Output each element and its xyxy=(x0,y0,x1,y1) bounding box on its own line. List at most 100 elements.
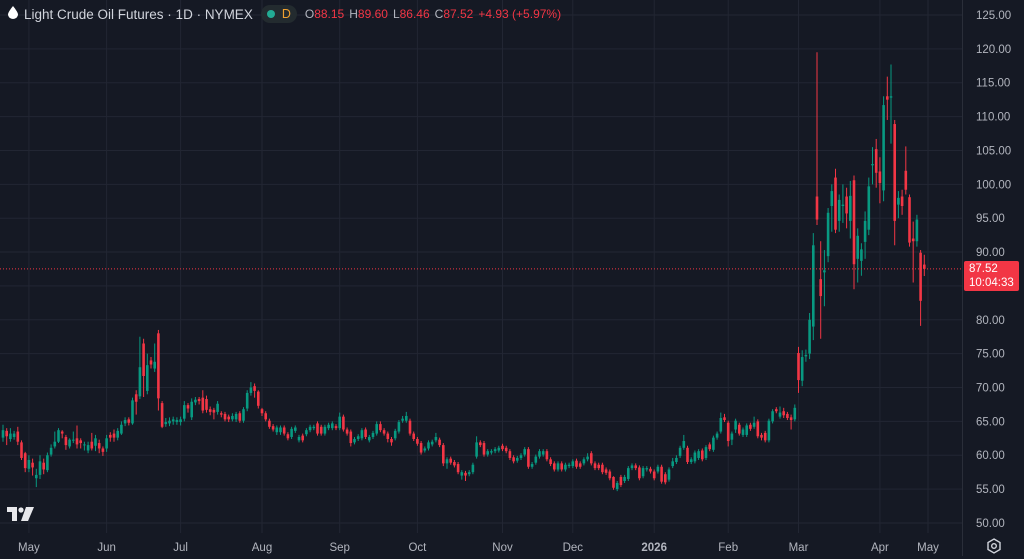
price-tick-label: 95.00 xyxy=(976,213,1005,225)
candle-body xyxy=(23,453,27,469)
candle xyxy=(793,404,797,422)
candle-body xyxy=(194,399,197,403)
candle-body xyxy=(682,441,686,448)
candle xyxy=(530,462,534,469)
candle xyxy=(275,425,279,435)
candle xyxy=(752,416,756,429)
candle xyxy=(738,422,741,436)
candle xyxy=(849,180,852,239)
gear-icon[interactable] xyxy=(986,538,1002,559)
candle xyxy=(38,455,42,479)
candle xyxy=(97,439,101,454)
candle-body xyxy=(693,452,697,462)
candle xyxy=(575,458,578,469)
price-tick-label: 50.00 xyxy=(976,518,1005,530)
candle-body xyxy=(401,418,404,421)
time-tick-label: Oct xyxy=(408,542,427,554)
candle xyxy=(734,418,737,433)
candle-body xyxy=(597,464,600,469)
candle-body xyxy=(101,448,105,452)
candle-body xyxy=(471,464,475,473)
candle-body xyxy=(575,460,578,467)
candle xyxy=(109,432,112,442)
candle-body xyxy=(160,403,164,427)
candle xyxy=(701,448,704,462)
candle xyxy=(553,461,556,472)
candle xyxy=(197,396,201,405)
candle-body xyxy=(745,425,748,435)
candle xyxy=(593,461,597,471)
candle-body xyxy=(245,392,249,409)
candle-body xyxy=(619,476,623,486)
candle xyxy=(815,52,819,225)
candle-body xyxy=(538,451,541,457)
candle-body xyxy=(923,264,926,269)
candle xyxy=(693,450,697,464)
candle xyxy=(179,416,182,426)
tradingview-logo[interactable] xyxy=(7,507,35,526)
candle xyxy=(623,474,626,484)
candle-body xyxy=(541,451,545,455)
candle xyxy=(789,414,793,430)
candle-body xyxy=(527,449,530,467)
candle-body xyxy=(286,434,290,439)
candle xyxy=(105,434,108,452)
candle xyxy=(316,421,319,436)
price-tick-label: 75.00 xyxy=(976,349,1005,361)
candle-body xyxy=(268,420,271,427)
symbol-title[interactable]: Light Crude Oil Futures · 1D · NYMEX xyxy=(24,6,253,22)
candle xyxy=(112,429,116,442)
candle xyxy=(915,214,919,247)
candle xyxy=(405,411,408,423)
candle-body xyxy=(249,387,253,393)
time-tick-label: Aug xyxy=(252,542,272,554)
candle-body xyxy=(60,431,64,434)
candle xyxy=(760,432,763,441)
candle xyxy=(508,449,512,460)
candle xyxy=(471,462,475,475)
candle xyxy=(479,440,482,448)
candle-body xyxy=(571,461,575,467)
candle-body xyxy=(634,465,637,469)
candle xyxy=(667,467,671,482)
candle-body xyxy=(142,343,145,377)
candle-body xyxy=(749,424,752,429)
candle xyxy=(42,458,45,475)
candle xyxy=(16,426,20,446)
candle-body xyxy=(516,457,519,461)
candle xyxy=(778,406,782,419)
candle-body xyxy=(319,426,323,434)
candle xyxy=(138,336,142,400)
candle xyxy=(205,395,208,413)
candle-body xyxy=(493,449,497,452)
price-axis[interactable]: 125.00 120.00 115.00 110.00 105.00 100.00 95.0… xyxy=(976,10,1011,530)
candle-body xyxy=(530,464,534,467)
candle xyxy=(416,436,419,446)
candle-body xyxy=(549,459,552,465)
candle xyxy=(35,468,38,488)
candle-body xyxy=(482,443,486,455)
candle xyxy=(664,472,667,485)
candle-body xyxy=(168,420,171,424)
candle xyxy=(800,350,804,387)
candle-body xyxy=(837,199,841,221)
candle xyxy=(486,449,489,457)
candle-body xyxy=(823,270,826,273)
candle xyxy=(878,157,882,204)
candle-body xyxy=(860,249,863,261)
candle-body xyxy=(889,96,893,98)
candle xyxy=(223,411,227,422)
candle-body xyxy=(290,428,293,437)
market-status-badge[interactable]: D xyxy=(260,5,297,23)
candle xyxy=(327,422,330,431)
candle xyxy=(294,425,297,433)
candle-body xyxy=(445,459,449,464)
candle-body xyxy=(301,435,304,441)
candle xyxy=(301,433,304,443)
candle xyxy=(634,463,637,471)
price-tick-label: 125.00 xyxy=(976,10,1011,22)
candle-body xyxy=(556,463,560,470)
time-axis[interactable]: May Jun Jul Aug Sep Oct Nov Dec 2026 Feb Mar Apr May xyxy=(18,528,1024,556)
candle xyxy=(286,432,290,441)
